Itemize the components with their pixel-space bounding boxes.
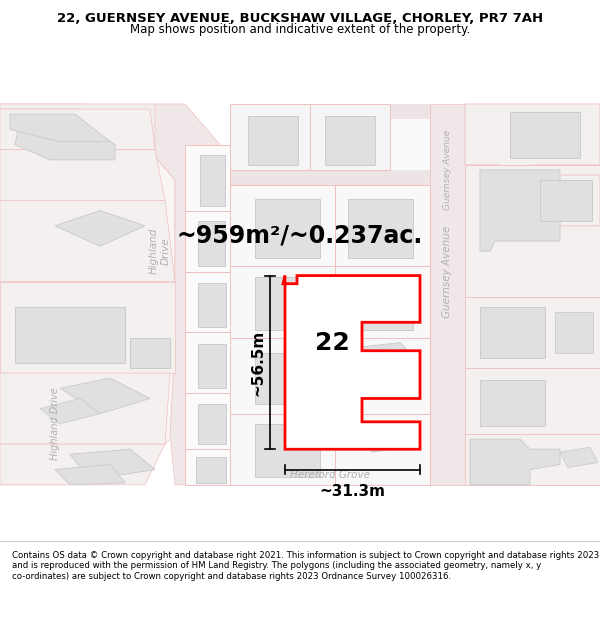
- Polygon shape: [185, 449, 230, 485]
- Polygon shape: [255, 277, 320, 331]
- Polygon shape: [230, 104, 430, 119]
- Text: Guernsey Avenue: Guernsey Avenue: [442, 226, 452, 318]
- Text: ~31.3m: ~31.3m: [320, 484, 386, 499]
- Polygon shape: [185, 393, 230, 449]
- Polygon shape: [200, 155, 225, 206]
- Polygon shape: [198, 282, 226, 328]
- Polygon shape: [335, 266, 430, 338]
- Polygon shape: [0, 48, 600, 541]
- Polygon shape: [325, 116, 375, 165]
- Polygon shape: [230, 185, 335, 266]
- Text: ~56.5m: ~56.5m: [251, 329, 265, 396]
- Polygon shape: [335, 338, 430, 414]
- Polygon shape: [510, 112, 580, 158]
- Polygon shape: [196, 458, 226, 482]
- Text: Map shows position and indicative extent of the property.: Map shows position and indicative extent…: [130, 23, 470, 36]
- Text: Contains OS data © Crown copyright and database right 2021. This information is : Contains OS data © Crown copyright and d…: [12, 551, 599, 581]
- Text: Highland Drive: Highland Drive: [50, 388, 60, 460]
- Polygon shape: [230, 170, 430, 185]
- Polygon shape: [248, 116, 298, 165]
- Polygon shape: [185, 211, 230, 271]
- Polygon shape: [555, 312, 593, 352]
- Text: Guernsey Avenue: Guernsey Avenue: [443, 130, 452, 210]
- Polygon shape: [560, 448, 598, 468]
- Polygon shape: [430, 104, 465, 485]
- Polygon shape: [465, 165, 600, 297]
- Polygon shape: [335, 414, 430, 485]
- Polygon shape: [40, 399, 100, 424]
- Polygon shape: [465, 434, 600, 485]
- Polygon shape: [465, 368, 600, 434]
- Polygon shape: [255, 199, 320, 258]
- Polygon shape: [355, 422, 418, 452]
- Polygon shape: [185, 332, 230, 393]
- Polygon shape: [540, 180, 592, 221]
- Polygon shape: [230, 338, 335, 414]
- Text: 22, GUERNSEY AVENUE, BUCKSHAW VILLAGE, CHORLEY, PR7 7AH: 22, GUERNSEY AVENUE, BUCKSHAW VILLAGE, C…: [57, 12, 543, 25]
- Text: Hereford Grove: Hereford Grove: [290, 469, 370, 479]
- Polygon shape: [145, 104, 230, 485]
- Polygon shape: [130, 338, 170, 368]
- Polygon shape: [198, 221, 225, 266]
- Polygon shape: [15, 307, 125, 363]
- Polygon shape: [0, 282, 175, 373]
- Polygon shape: [70, 449, 155, 480]
- Polygon shape: [348, 199, 413, 258]
- Polygon shape: [348, 277, 413, 331]
- Polygon shape: [185, 271, 230, 332]
- Polygon shape: [465, 104, 600, 175]
- Polygon shape: [198, 404, 226, 444]
- Polygon shape: [230, 104, 310, 170]
- Polygon shape: [255, 352, 323, 404]
- Polygon shape: [10, 114, 110, 141]
- Polygon shape: [0, 104, 175, 485]
- Polygon shape: [230, 266, 335, 338]
- Polygon shape: [230, 104, 430, 485]
- Polygon shape: [0, 373, 170, 444]
- Polygon shape: [470, 439, 560, 485]
- Text: Highland
Drive: Highland Drive: [149, 228, 171, 274]
- Polygon shape: [55, 464, 125, 485]
- Polygon shape: [520, 175, 600, 226]
- Polygon shape: [55, 211, 145, 246]
- Polygon shape: [0, 149, 165, 201]
- Polygon shape: [230, 414, 335, 485]
- Polygon shape: [355, 342, 420, 371]
- Polygon shape: [15, 119, 115, 160]
- Polygon shape: [465, 297, 600, 368]
- Polygon shape: [480, 170, 560, 251]
- Polygon shape: [283, 276, 420, 449]
- Polygon shape: [60, 378, 150, 414]
- Polygon shape: [480, 307, 545, 358]
- Text: ~959m²/~0.237ac.: ~959m²/~0.237ac.: [177, 224, 423, 248]
- Polygon shape: [480, 380, 545, 426]
- Polygon shape: [185, 144, 230, 211]
- Polygon shape: [335, 185, 430, 266]
- Polygon shape: [310, 104, 390, 170]
- Polygon shape: [0, 201, 175, 282]
- Polygon shape: [230, 469, 430, 485]
- Polygon shape: [0, 104, 155, 149]
- Text: 22: 22: [315, 331, 350, 354]
- Polygon shape: [198, 344, 226, 388]
- Polygon shape: [0, 444, 165, 485]
- Polygon shape: [255, 424, 320, 477]
- Polygon shape: [0, 109, 155, 149]
